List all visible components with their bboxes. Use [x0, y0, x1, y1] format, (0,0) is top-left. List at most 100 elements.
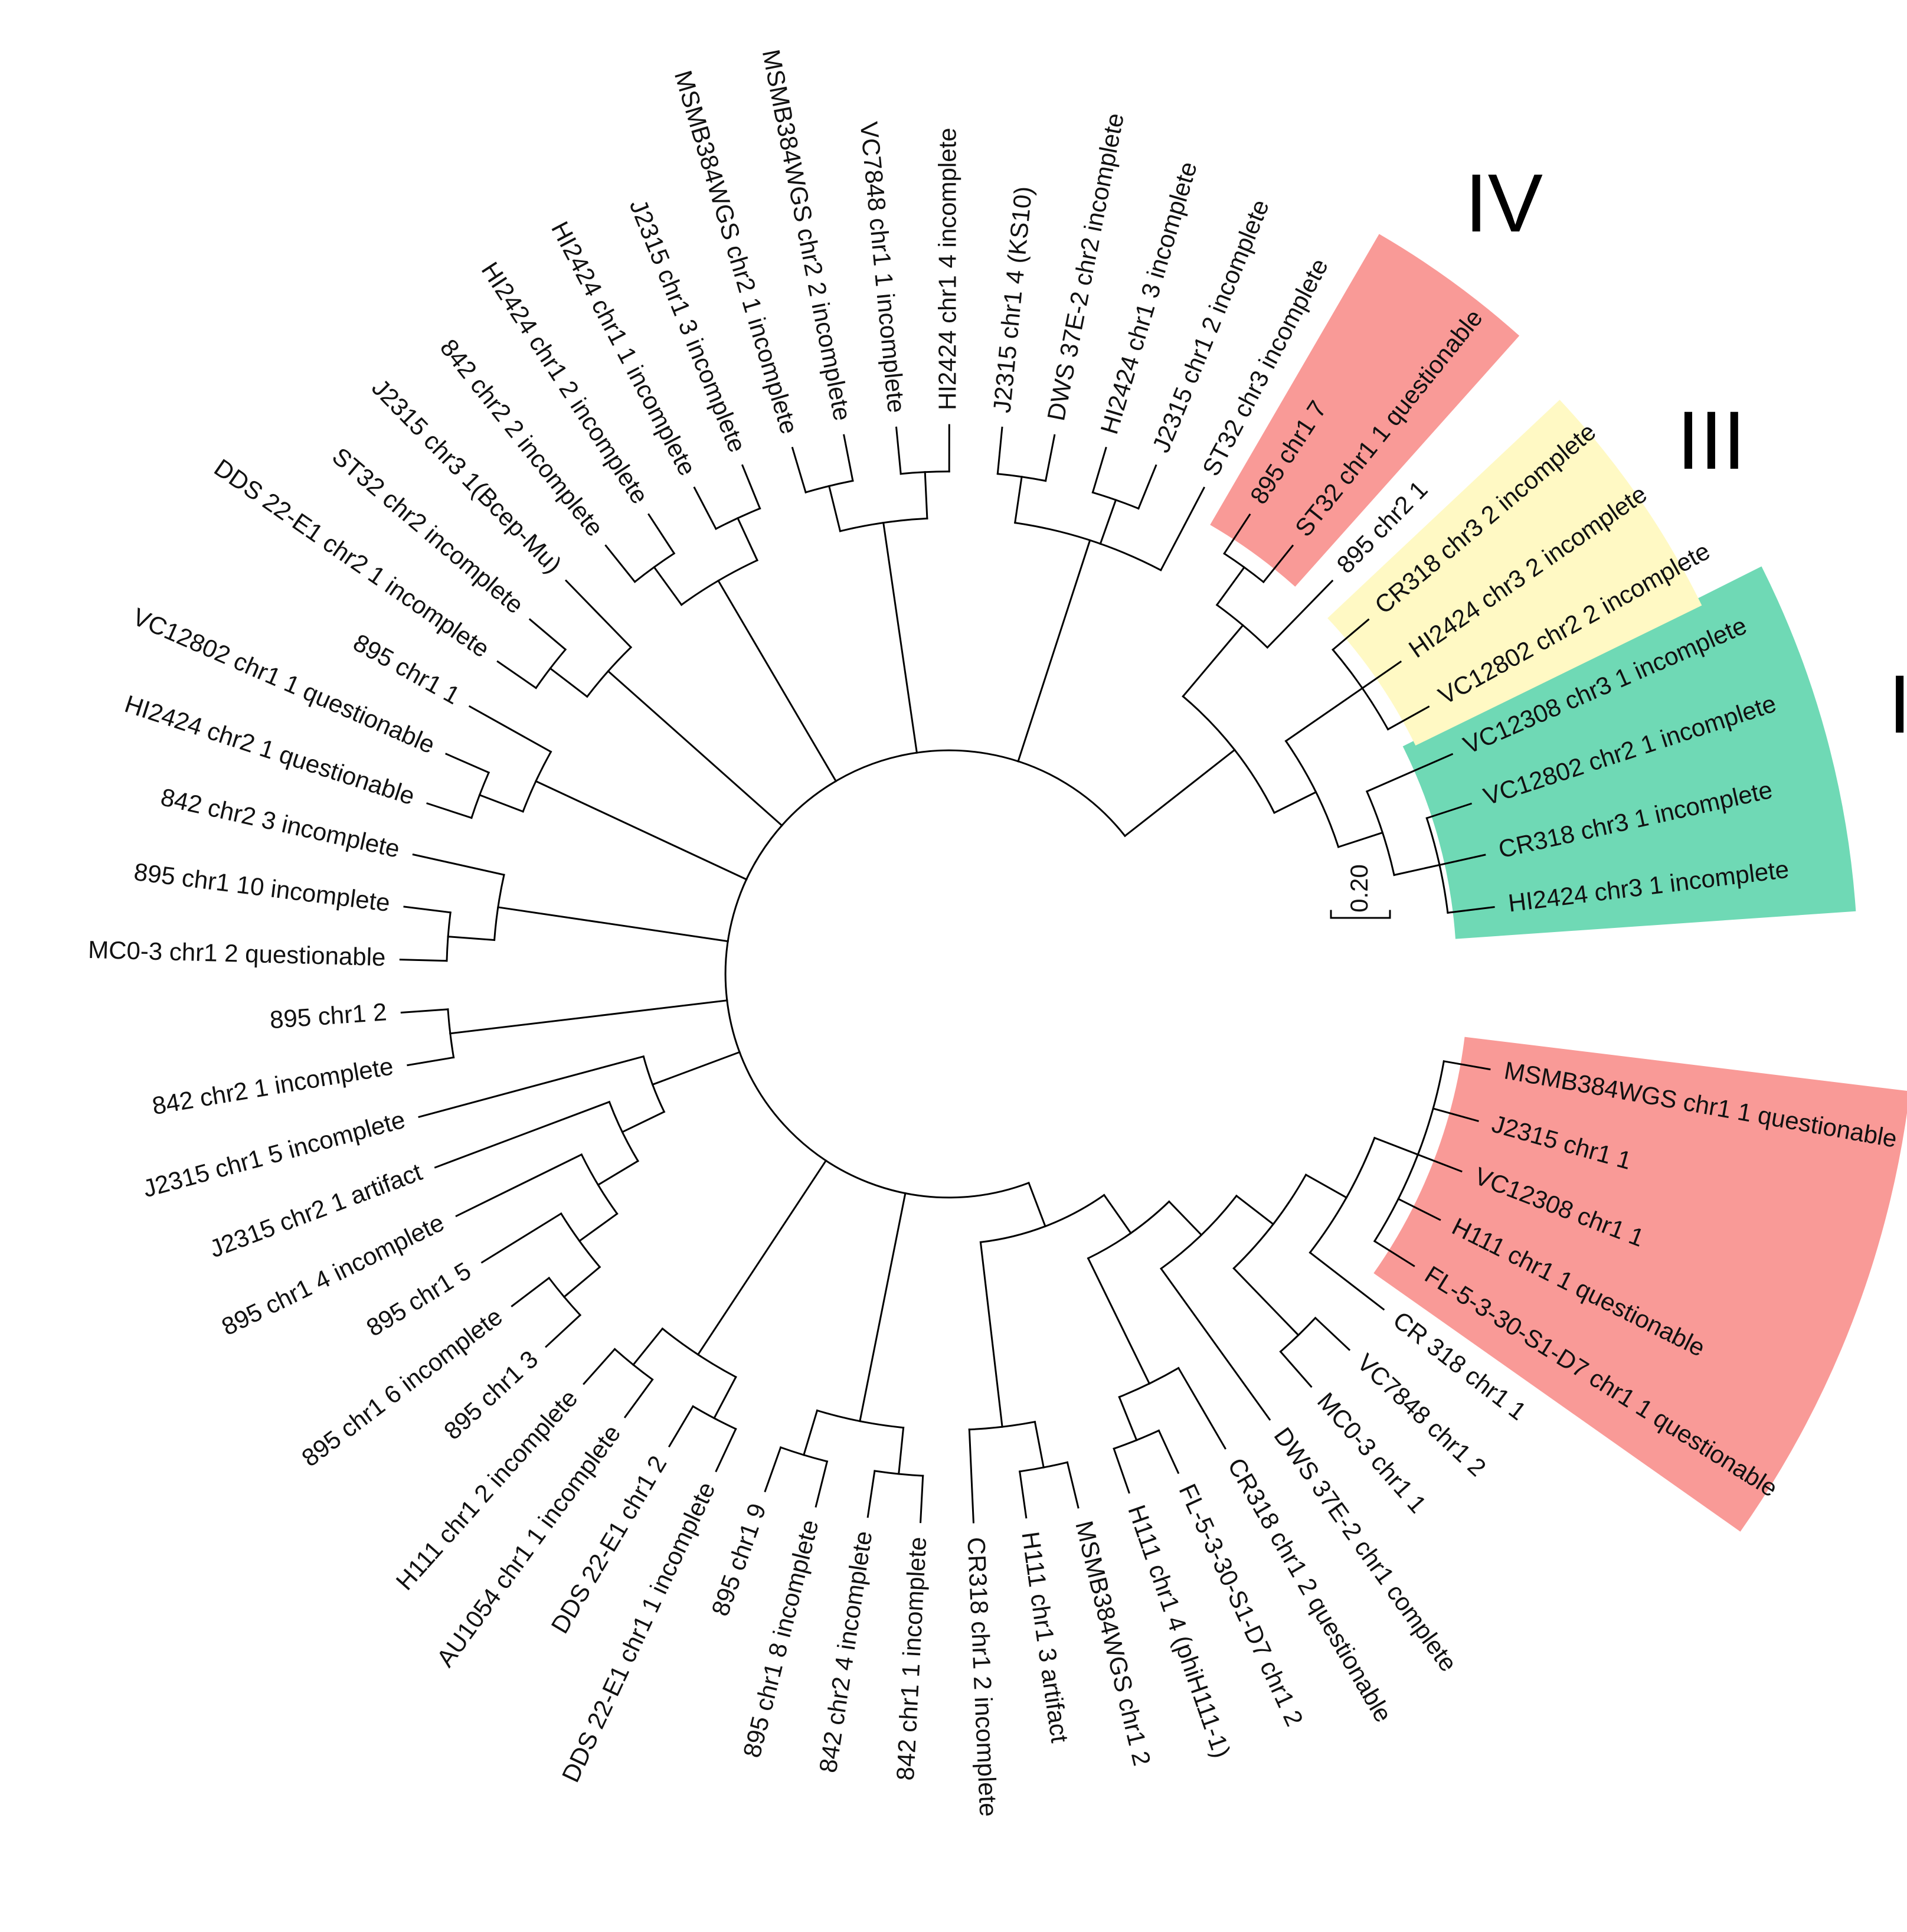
branch-segment	[1103, 1194, 1133, 1235]
branch-segment	[434, 1100, 611, 1169]
branch-segment	[1182, 624, 1244, 698]
branch-segment	[895, 426, 902, 475]
branch-segment	[1113, 1447, 1130, 1494]
leaf-label: 895 chr1 9	[706, 1500, 771, 1620]
branch-segment	[651, 1051, 741, 1086]
branch-segment	[407, 1056, 455, 1067]
branch-segment	[426, 802, 473, 819]
branch-segment	[668, 1405, 695, 1448]
branch-segment	[1118, 1395, 1138, 1441]
branch-segment	[791, 446, 807, 493]
branch-segment	[1087, 1257, 1151, 1385]
branch-segment	[1066, 1461, 1080, 1509]
leaf-label: CR318 chr1 2 incomplete	[962, 1537, 1002, 1817]
branch-segment	[996, 426, 1003, 475]
branch-segment	[1019, 1470, 1028, 1519]
branch-segment	[802, 1409, 819, 1456]
branch-segment	[545, 1313, 582, 1348]
branch-segment	[827, 485, 842, 532]
leaf-label: H111 chr1 3 artifact	[1016, 1530, 1074, 1745]
branch-segment	[843, 434, 854, 482]
branch-segment	[478, 793, 525, 813]
branch-segment	[597, 1159, 639, 1186]
branch-segment	[1432, 1107, 1479, 1122]
branch-segment	[1177, 1367, 1226, 1450]
branch-segment	[717, 579, 838, 783]
branch-segment	[578, 1212, 619, 1243]
leaf-label: 842 chr2 4 incomplete	[814, 1529, 878, 1775]
branch-segment	[1215, 566, 1246, 606]
leaf-label: VC12802 chr1 1 questionable	[129, 603, 439, 759]
branch-segment	[549, 667, 588, 698]
leaf-label: VC7848 chr1 1 incomplete	[855, 120, 911, 414]
branch-segment	[1160, 1267, 1271, 1421]
branch-segment	[1266, 579, 1334, 649]
clade-band-iii	[1327, 400, 1702, 746]
branch-segment	[736, 516, 758, 562]
branch-segment	[898, 1426, 905, 1475]
branch-segment	[866, 1470, 876, 1518]
tree-branches	[399, 424, 1495, 1524]
clade-label-ii: II	[1888, 658, 1907, 750]
branch-segment	[1393, 864, 1441, 877]
branch-segment	[564, 579, 633, 649]
branch-segment	[1028, 1181, 1046, 1228]
branch-segment	[1159, 486, 1206, 571]
leaf-label: 895 chr1 2	[269, 998, 388, 1034]
branch-segment	[447, 936, 496, 942]
branch-segment	[534, 780, 748, 881]
branch-segment	[412, 853, 505, 876]
branch-segment	[696, 1159, 827, 1356]
branch-arc	[724, 749, 1127, 1199]
branch-segment	[815, 1460, 829, 1508]
branch-segment	[1167, 1200, 1203, 1237]
leaf-label: MC0-3 chr1 2 questionable	[88, 936, 386, 971]
branch-segment	[715, 1427, 737, 1473]
branch-segment	[1417, 1153, 1463, 1173]
branch-segment	[1279, 1350, 1313, 1388]
branch-segment	[1123, 748, 1236, 838]
branch-segment	[1314, 1316, 1351, 1351]
branch-segment	[528, 618, 567, 651]
branch-segment	[511, 1276, 551, 1307]
branch-segment	[1013, 475, 1023, 524]
branch-segment	[1447, 906, 1495, 914]
leaf-label: 842 chr2 2 incomplete	[435, 334, 609, 541]
branch-segment	[562, 1266, 601, 1299]
leaf-label: ST32 chr2 incomplete	[327, 442, 529, 619]
branch-segment	[1091, 446, 1107, 494]
leaf-label: 895 chr1 6 incomplete	[296, 1302, 507, 1472]
clade-label-iii: III	[1677, 394, 1746, 486]
branch-segment	[480, 1212, 562, 1264]
clade-label-iv: IV	[1465, 156, 1543, 249]
branch-segment	[1304, 1173, 1348, 1199]
branch-segment	[920, 1475, 924, 1524]
leaf-label: 842 chr2 1 incomplete	[150, 1052, 395, 1120]
leaf-label: 895 chr1 10 incomplete	[132, 858, 391, 917]
branch-segment	[1044, 434, 1056, 482]
branch-segment	[979, 1241, 1003, 1428]
branch-segment	[764, 1446, 782, 1493]
branch-segment	[647, 513, 676, 555]
branch-segment	[1373, 1136, 1419, 1156]
branch-segment	[1223, 513, 1251, 555]
branch-segment	[1438, 854, 1486, 867]
branch-segment	[1365, 753, 1454, 793]
clade-labels: IIIIIIIV	[1465, 156, 1907, 750]
branch-segment	[607, 669, 783, 827]
branch-segment	[632, 1327, 664, 1367]
clade-band-ii	[1402, 566, 1856, 939]
branch-segment	[1332, 618, 1370, 651]
branch-segment	[496, 660, 538, 689]
branch-segment	[1157, 1429, 1180, 1475]
branch-segment	[712, 1375, 737, 1420]
branch-segment	[741, 464, 761, 510]
branch-segment	[1373, 1240, 1415, 1267]
clade-highlight-bands	[1210, 234, 1907, 1532]
clade-band-i	[1373, 1037, 1907, 1532]
leaf-label: HI2424 chr1 1 incomplete	[546, 217, 702, 480]
branch-segment	[497, 906, 730, 943]
scale-bar-label: 0.20	[1345, 864, 1373, 913]
